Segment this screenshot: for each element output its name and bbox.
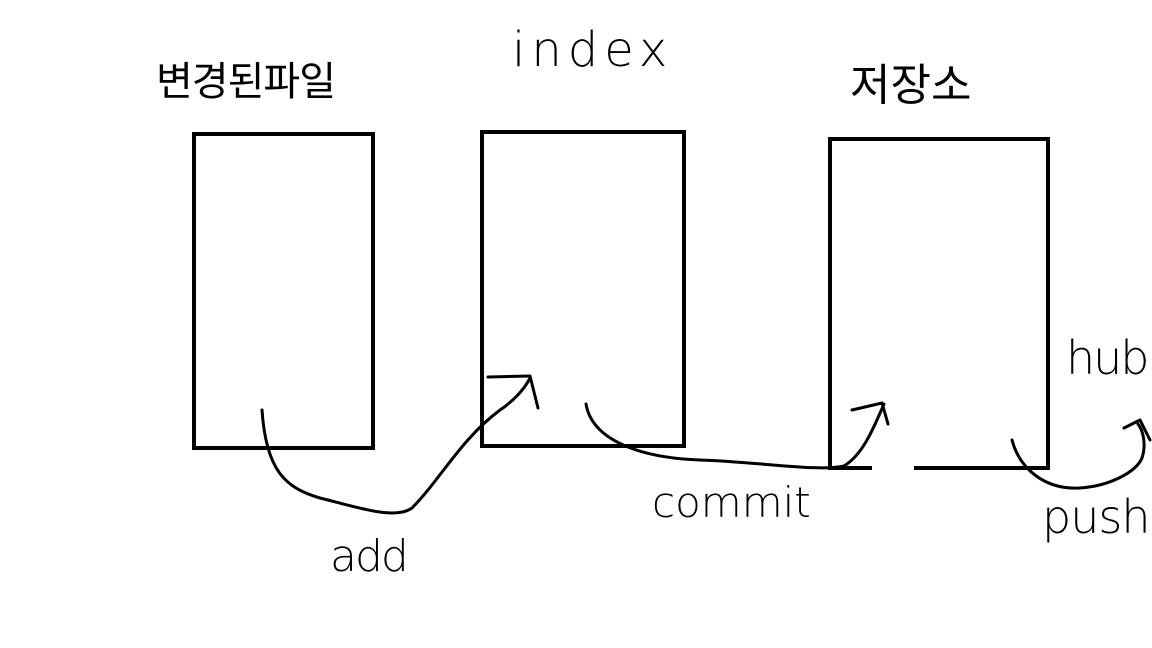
repository-box xyxy=(828,137,1050,470)
remote-hub-label: hub xyxy=(1066,331,1150,385)
add-arrowhead xyxy=(486,374,540,410)
add-arrow xyxy=(260,376,532,515)
commit-edge-label: commit xyxy=(652,478,811,527)
index-label: index xyxy=(512,22,674,78)
push-arrow xyxy=(1010,422,1146,490)
working-files-label: 변경된파일 xyxy=(156,59,336,105)
push-arrowhead xyxy=(1122,418,1152,442)
repository-label: 저장소 xyxy=(850,60,972,111)
commit-arrowhead xyxy=(850,401,890,426)
add-edge-label: add xyxy=(330,531,409,582)
commit-arrow xyxy=(584,402,886,470)
index-box xyxy=(480,130,686,448)
working-files-box xyxy=(192,132,375,450)
push-edge-label: push xyxy=(1042,490,1150,544)
